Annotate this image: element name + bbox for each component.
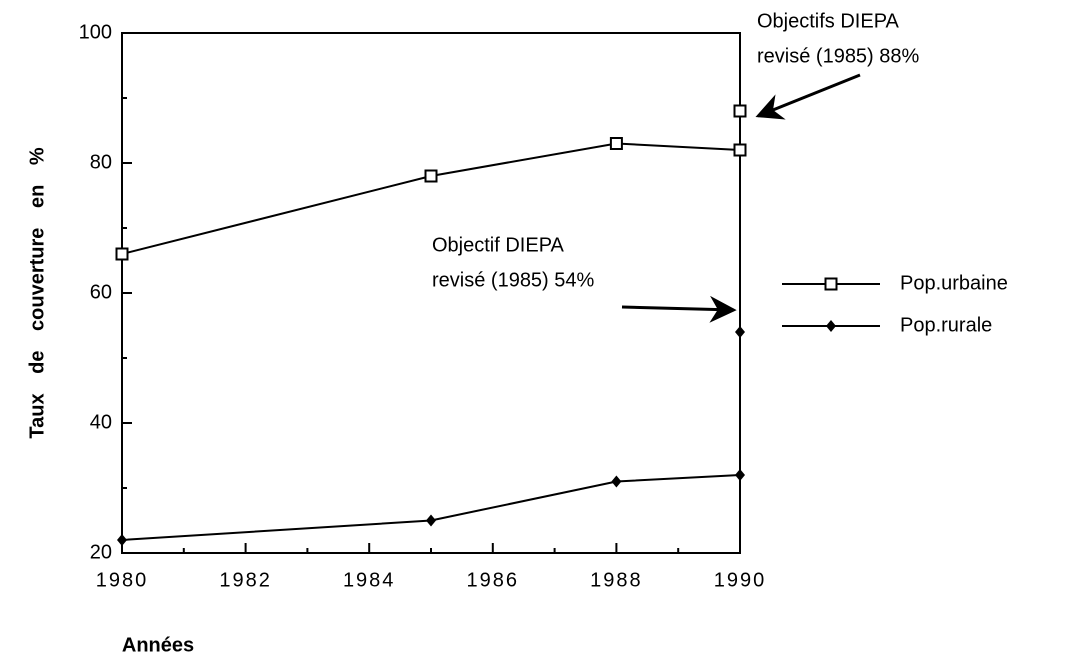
marker bbox=[735, 469, 745, 481]
marker bbox=[733, 143, 747, 157]
y-tick-label: 20 bbox=[90, 541, 112, 563]
marker bbox=[117, 534, 127, 546]
y-tick-label: 100 bbox=[79, 21, 112, 43]
x-tick-label: 1980 bbox=[96, 569, 149, 591]
x-tick-label: 1990 bbox=[714, 569, 767, 591]
x-tick-label: 1982 bbox=[219, 569, 272, 591]
target-marker bbox=[733, 104, 747, 118]
marker bbox=[424, 169, 438, 183]
marker bbox=[115, 247, 129, 261]
series-line bbox=[121, 142, 741, 255]
y-tick-label: 60 bbox=[90, 281, 112, 303]
annotation-arrow bbox=[755, 73, 861, 120]
marker bbox=[426, 514, 436, 527]
series-line bbox=[121, 474, 741, 541]
y-tick-label: 80 bbox=[90, 151, 112, 173]
x-tick-label: 1984 bbox=[343, 569, 396, 591]
plot-frame bbox=[121, 32, 741, 554]
y-axis-label: Taux de couverture en % bbox=[26, 147, 48, 438]
target-marker bbox=[735, 326, 745, 338]
legend-marker bbox=[824, 277, 838, 291]
annotation-text: Objectif DIEPA bbox=[432, 234, 565, 256]
annotation-text: revisé (1985) 54% bbox=[432, 269, 595, 291]
marker bbox=[611, 475, 622, 488]
x-axis-label: Années bbox=[122, 634, 194, 656]
legend-marker bbox=[826, 320, 836, 332]
legend-label: Pop.rurale bbox=[900, 314, 992, 336]
annotation-arrow bbox=[621, 295, 737, 323]
y-tick-label: 40 bbox=[90, 411, 112, 433]
annotation-text: Objectifs DIEPA bbox=[757, 10, 900, 32]
annotation-text: revisé (1985) 88% bbox=[757, 45, 920, 67]
marker bbox=[609, 137, 623, 150]
legend-label: Pop.urbaine bbox=[900, 272, 1008, 294]
x-tick-label: 1988 bbox=[590, 569, 643, 591]
x-tick-label: 1986 bbox=[467, 569, 520, 591]
